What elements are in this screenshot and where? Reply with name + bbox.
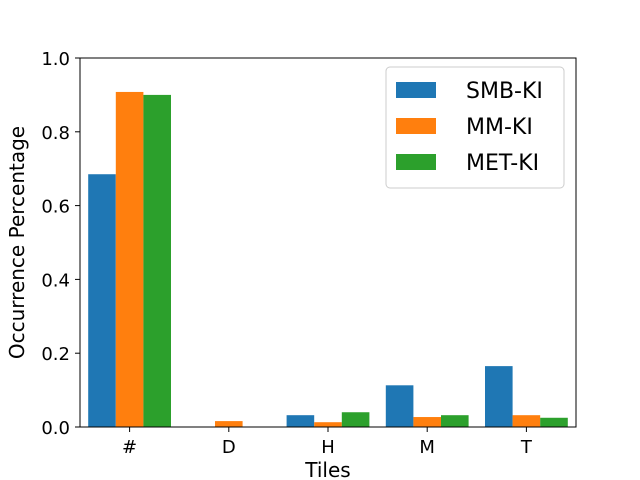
y-tick-label: 0.8 — [41, 123, 70, 144]
bar-mm-ki-2 — [314, 422, 342, 427]
legend: SMB-KI MM-KI MET-KI — [385, 66, 565, 189]
y-tick-label: 0.0 — [41, 418, 70, 439]
legend-swatch-met-ki — [396, 154, 436, 170]
bar-smb-ki-3 — [385, 385, 414, 427]
y-tick-label: 1.0 — [41, 49, 70, 70]
bar-mm-ki-3 — [413, 417, 441, 427]
bar-smb-ki-2 — [286, 415, 315, 427]
x-tick-label: # — [122, 437, 137, 458]
bars-layer — [88, 91, 568, 428]
y-axis-label: Occurrence Percentage — [5, 126, 29, 359]
bar-mm-ki-4 — [512, 415, 541, 427]
bar-met-ki-2 — [341, 412, 370, 427]
y-tick-label: 0.6 — [41, 197, 70, 218]
legend-label: MET-KI — [466, 151, 539, 176]
y-tick-label: 0.4 — [41, 270, 70, 291]
y-axis: 0.0 0.2 0.4 0.6 0.8 1.0 — [41, 49, 80, 439]
x-axis-label: Tiles — [304, 458, 350, 480]
bar-smb-ki-4 — [485, 366, 513, 427]
bar-smb-ki-0 — [88, 174, 116, 427]
bar-met-ki-4 — [540, 417, 568, 427]
bar-met-ki-0 — [143, 94, 171, 428]
x-tick-label: T — [520, 437, 533, 458]
bar-mm-ki-0 — [115, 91, 144, 427]
x-tick-label: M — [419, 437, 435, 458]
y-tick-label: 0.2 — [41, 344, 70, 365]
x-tick-label: H — [321, 437, 335, 458]
x-tick-label: D — [222, 437, 236, 458]
legend-label: SMB-KI — [466, 79, 543, 104]
legend-label: MM-KI — [466, 115, 533, 140]
bar-mm-ki-1 — [215, 421, 243, 427]
bar-met-ki-3 — [441, 415, 469, 427]
legend-swatch-mm-ki — [396, 118, 436, 134]
legend-swatch-smb-ki — [396, 82, 436, 98]
x-axis: # D H M T — [122, 427, 533, 458]
